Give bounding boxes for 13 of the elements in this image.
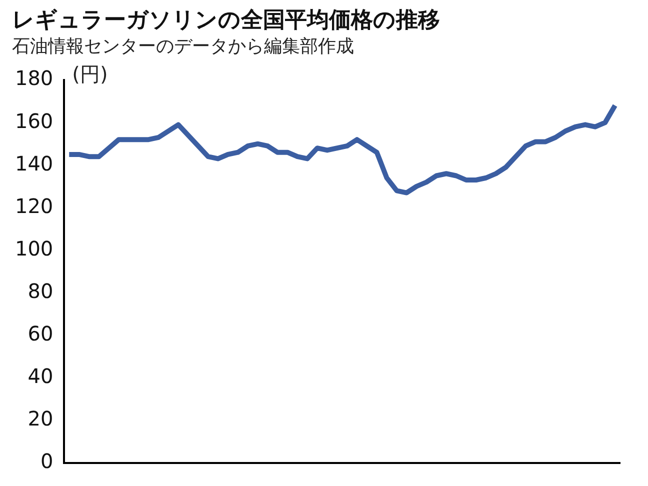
chart-title: レギュラーガソリンの全国平均価格の推移: [12, 8, 440, 33]
y-tick-label: 0: [40, 449, 54, 474]
y-tick-label: 140: [14, 151, 54, 176]
chart-subtitle: 石油情報センターのデータから編集部作成: [12, 36, 354, 57]
y-axis-title: (円): [72, 62, 108, 86]
y-tick-label: 100: [14, 236, 54, 260]
y-tick-label: 160: [14, 108, 54, 133]
y-tick-label: 180: [14, 66, 54, 90]
y-tick-label: 120: [14, 194, 54, 218]
y-tick-label: 20: [28, 406, 54, 431]
y-tick-label: 80: [28, 278, 54, 303]
y-tick-label: 40: [28, 364, 54, 388]
y-tick-label: 60: [28, 322, 54, 346]
